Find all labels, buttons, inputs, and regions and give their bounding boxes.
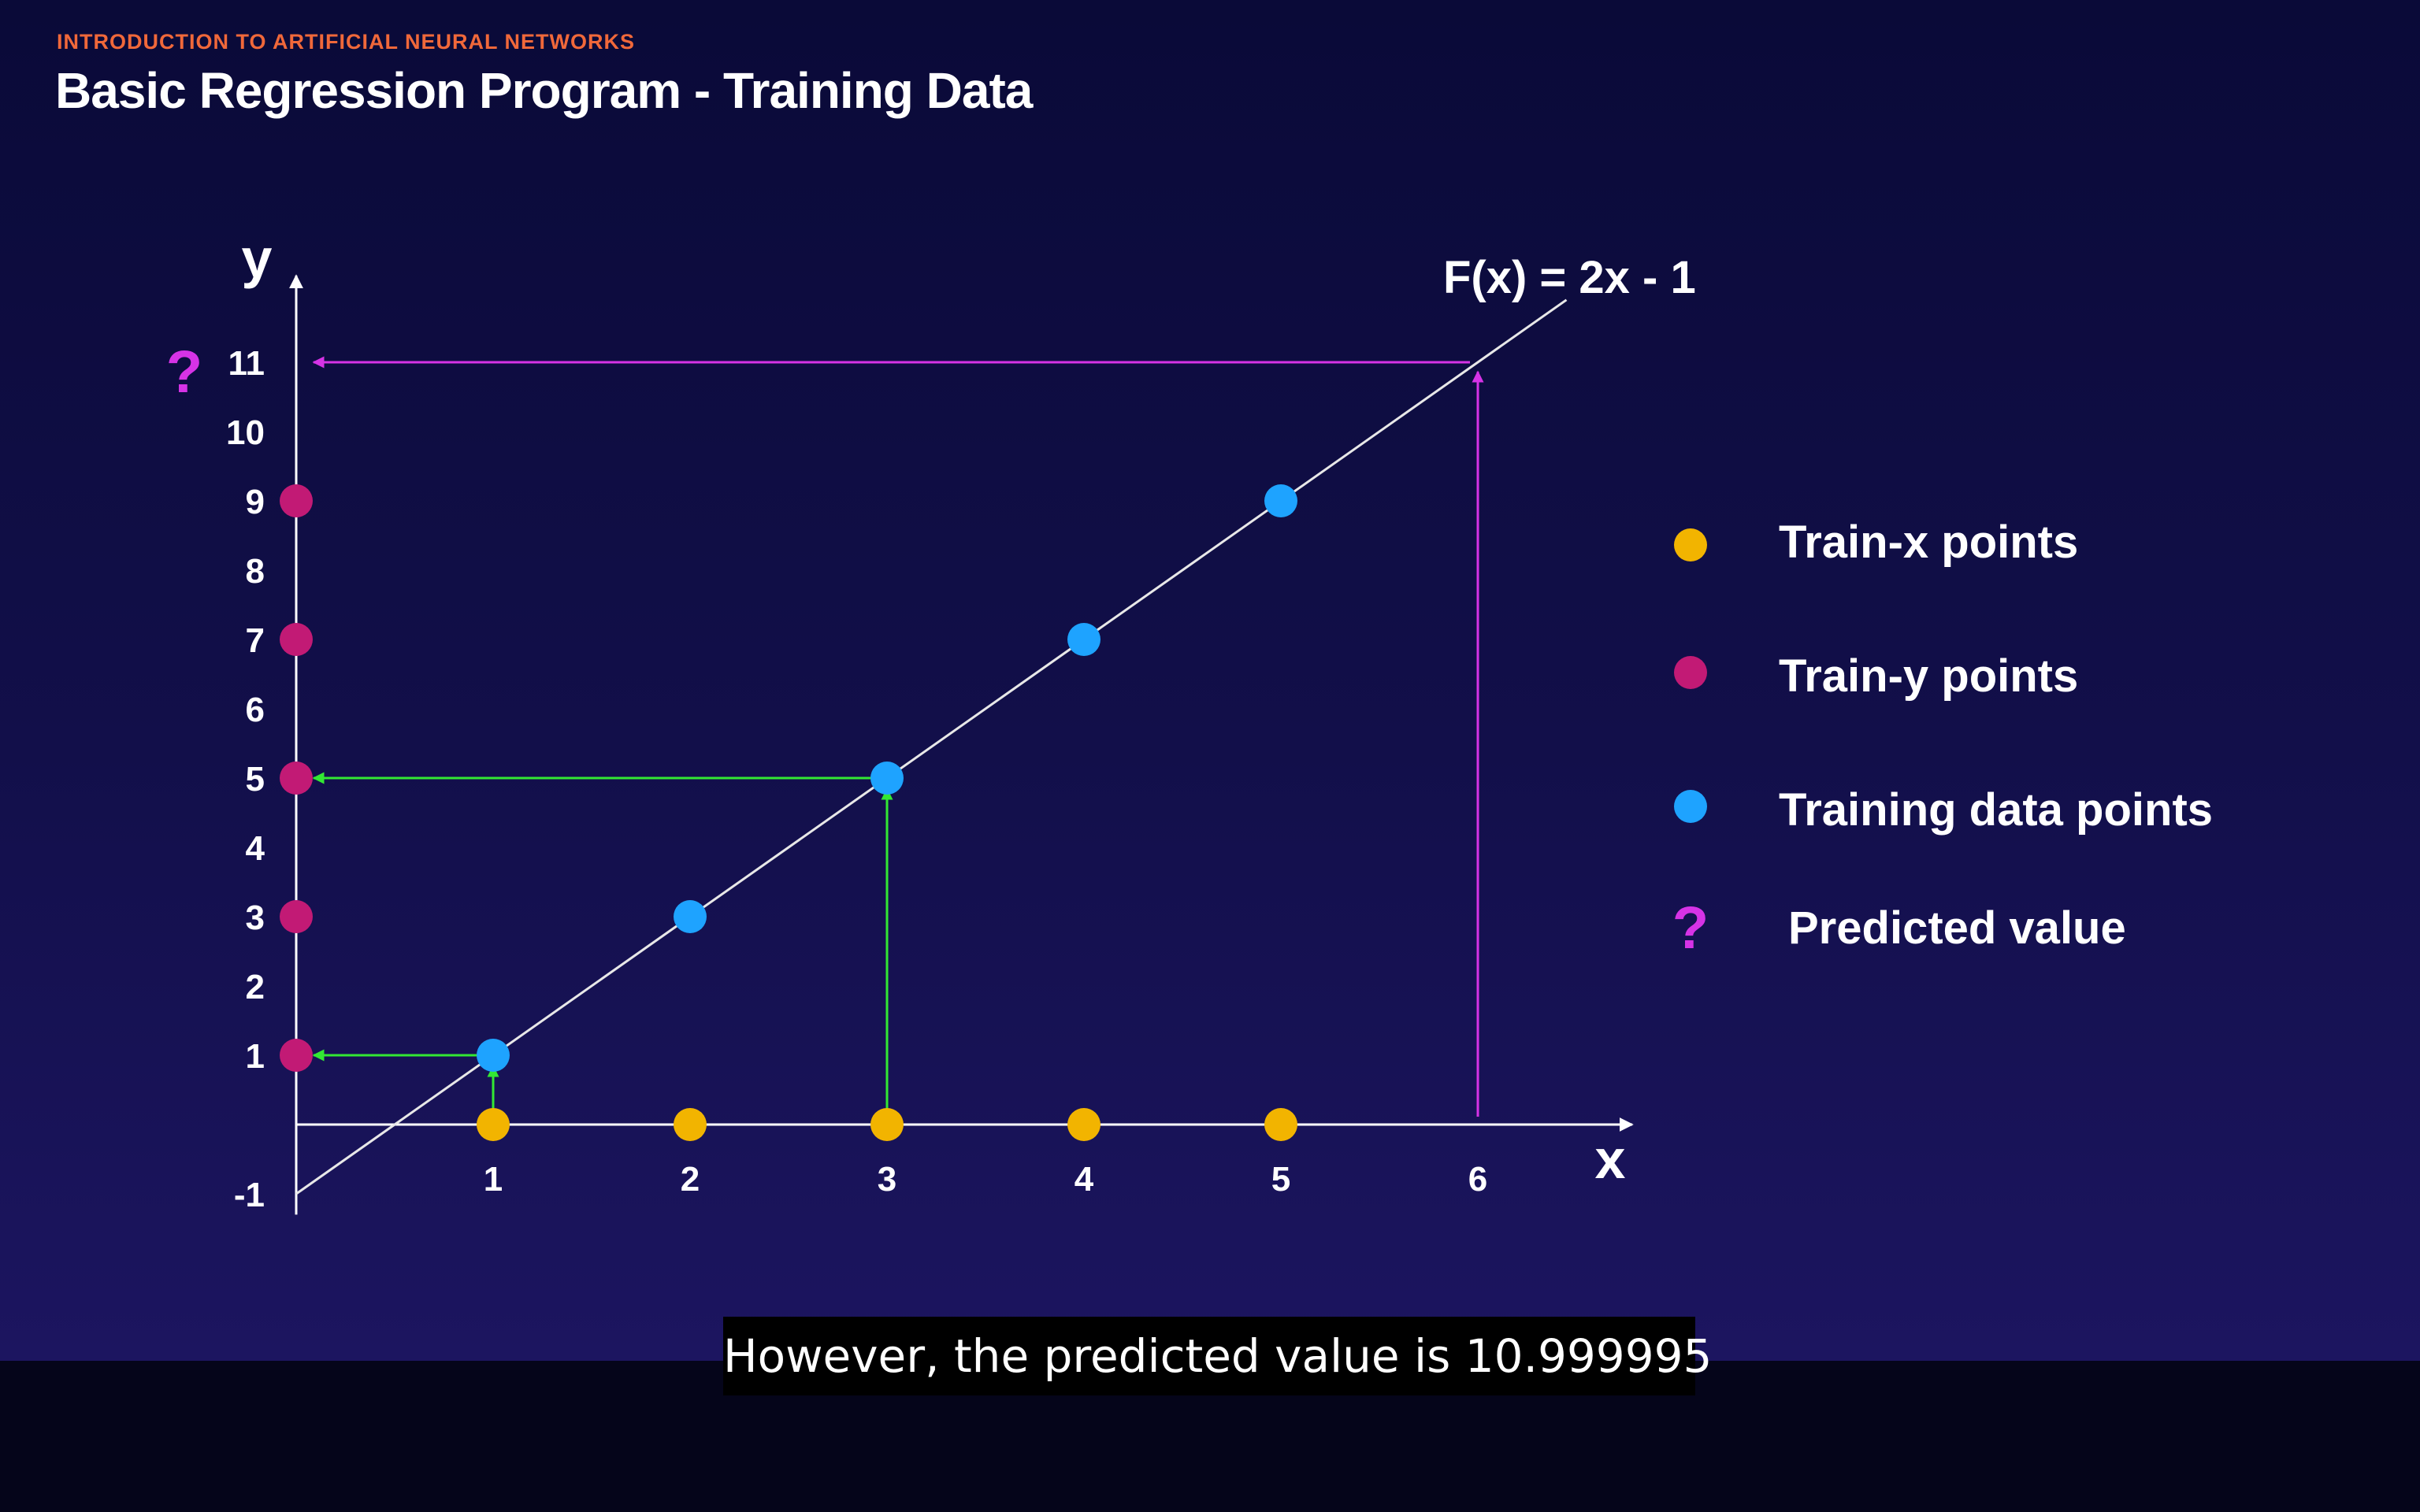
train_x-point-3 — [870, 1108, 904, 1141]
y-tick-label--1: -1 — [234, 1176, 265, 1214]
train_x-point-1 — [477, 1108, 510, 1141]
legend: Train-x points Train-y points Training d… — [1672, 517, 2213, 962]
y-tick-label-7: 7 — [246, 621, 265, 660]
y-axis-label: y — [242, 228, 273, 289]
y-tick-label-5: 5 — [246, 760, 265, 799]
y-tick-label-3: 3 — [246, 899, 265, 937]
y-tick-label-4: 4 — [246, 829, 265, 868]
slide-background — [0, 0, 2420, 1361]
axes — [289, 274, 1634, 1215]
caption-text: However, the predicted value is 10.99999… — [723, 1329, 1713, 1383]
mapping-arrows — [312, 356, 1484, 1117]
train_x-point-2 — [674, 1108, 707, 1141]
train_y-point-4 — [280, 623, 313, 656]
slide-title: Basic Regression Program - Training Data — [55, 62, 1033, 119]
train_y-point-5 — [280, 484, 313, 517]
function-line-path — [295, 298, 1568, 1195]
legend-label-train-x: Train-x points — [1779, 517, 2078, 568]
function-line — [295, 298, 1568, 1195]
y-tick-label-11: 11 — [228, 344, 265, 383]
function-label: F(x) = 2x - 1 — [1443, 252, 1696, 303]
data-points — [280, 484, 1297, 1141]
training-point-1 — [477, 1039, 510, 1072]
training-point-4 — [1067, 623, 1101, 656]
legend-marker-train-y — [1674, 656, 1707, 689]
train_x-point-4 — [1067, 1108, 1101, 1141]
legend-label-training-data: Training data points — [1779, 784, 2213, 836]
train_y-point-2 — [280, 900, 313, 933]
training-point-3 — [870, 762, 904, 795]
x-tick-label-5: 5 — [1271, 1160, 1290, 1199]
y-tick-label-9: 9 — [246, 483, 265, 521]
x-tick-label-4: 4 — [1075, 1160, 1094, 1199]
y-tick-label-10: 10 — [226, 413, 265, 452]
x-tick-label-3: 3 — [878, 1160, 896, 1199]
y-tick-label-2: 2 — [246, 968, 265, 1006]
training-point-5 — [1264, 484, 1297, 517]
slide-overline: INTRODUCTION TO ARTIFICIAL NEURAL NETWOR… — [57, 30, 635, 54]
train_x-point-5 — [1264, 1108, 1297, 1141]
y-tick-label-1: 1 — [246, 1037, 265, 1076]
train_y-point-3 — [280, 762, 313, 795]
train_y-point-1 — [280, 1039, 313, 1072]
legend-marker-training-data — [1674, 790, 1707, 823]
legend-label-train-y: Train-y points — [1779, 650, 2078, 702]
legend-marker-train-x — [1674, 528, 1707, 561]
y-tick-label-8: 8 — [246, 552, 265, 591]
x-tick-label-2: 2 — [681, 1160, 700, 1199]
x-axis-label: x — [1595, 1128, 1626, 1190]
legend-label-predicted: Predicted value — [1788, 902, 2126, 954]
tick-labels: 1 2 3 4 5 6 -1 1 2 3 4 5 6 7 8 9 10 11 — [226, 344, 1487, 1214]
caption-box: However, the predicted value is 10.99999… — [723, 1317, 1713, 1395]
training-point-2 — [674, 900, 707, 933]
x-tick-label-1: 1 — [484, 1160, 503, 1199]
x-tick-label-6: 6 — [1468, 1160, 1487, 1199]
y-tick-label-6: 6 — [246, 691, 265, 729]
predicted-question-mark: ? — [166, 339, 202, 406]
legend-marker-predicted: ? — [1672, 895, 1709, 962]
